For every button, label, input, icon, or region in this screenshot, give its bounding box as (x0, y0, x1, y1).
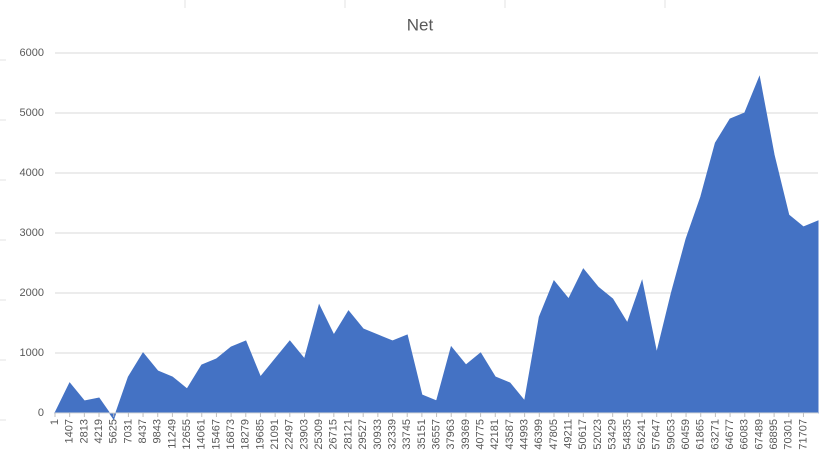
x-tick-label: 33745 (401, 419, 413, 450)
x-tick-label: 36557 (430, 419, 442, 450)
area (54, 75, 819, 421)
x-tick-label: 47805 (548, 419, 560, 450)
x-tick-label: 35151 (416, 419, 428, 450)
x-tick-label: 68895 (768, 419, 780, 450)
x-tick-label: 40775 (475, 419, 487, 450)
x-tick-label: 39369 (460, 419, 472, 450)
x-tick-label: 67489 (753, 419, 765, 450)
sheet-cells (0, 0, 666, 421)
x-tick-label: 59053 (665, 419, 677, 450)
x-tick-label: 22497 (284, 419, 296, 450)
x-tick-label: 29527 (357, 419, 369, 450)
x-tick-label: 63271 (709, 419, 721, 450)
x-tick-label: 18279 (240, 419, 252, 450)
x-tick-label: 11249 (166, 419, 178, 449)
x-tick-label: 19685 (254, 419, 266, 450)
x-tick-label: 1407 (64, 419, 76, 443)
x-tick-label: 7031 (122, 419, 134, 443)
x-tick-label: 43587 (504, 419, 516, 450)
x-tick-label: 66083 (739, 419, 751, 450)
x-tick-label: 2813 (78, 419, 90, 443)
x-tick-label: 56241 (636, 419, 648, 450)
x-tick-label: 57647 (651, 419, 663, 450)
y-tick-label: 4000 (20, 167, 44, 179)
x-tick-label: 23903 (298, 419, 310, 450)
x-tick-label: 46399 (533, 419, 545, 450)
x-tick-label: 61865 (695, 419, 707, 450)
x-tick-label: 54835 (621, 419, 633, 450)
x-tick-label: 37963 (445, 419, 457, 450)
chart-title: Net (407, 15, 434, 34)
x-tick-label: 12655 (181, 419, 193, 450)
x-tick-label: 53429 (607, 419, 619, 450)
x-tick-label: 60459 (680, 419, 692, 450)
x-tick-label: 9843 (152, 419, 164, 443)
x-tick-label: 49211 (563, 419, 575, 449)
x-tick-label: 42181 (489, 419, 501, 450)
x-tick-label: 14061 (196, 419, 208, 450)
y-tick-label: 2000 (20, 287, 44, 299)
x-tick-label: 52023 (592, 419, 604, 450)
x-tick-label: 64677 (724, 419, 736, 450)
x-tick-label: 50617 (577, 419, 589, 450)
x-tick-label: 15467 (210, 419, 222, 450)
x-tick-label: 44993 (519, 419, 531, 450)
y-tick-label: 0 (38, 407, 44, 419)
x-tick-label: 71707 (797, 419, 809, 450)
x-tick-label: 28121 (342, 419, 354, 450)
x-tick-label: 70301 (783, 419, 795, 450)
x-tick-label: 1 (49, 419, 61, 425)
x-tick-label: 30933 (372, 419, 384, 450)
y-tick-label: 6000 (20, 47, 44, 59)
x-tick-label: 26715 (328, 419, 340, 450)
y-tick-label: 3000 (20, 227, 44, 239)
x-tick-label: 8437 (137, 419, 149, 443)
y-tick-label: 1000 (20, 347, 44, 359)
x-tick-label: 16873 (225, 419, 237, 450)
x-tick-label: 25309 (313, 419, 325, 450)
x-tick-label: 32339 (386, 419, 398, 450)
x-tick-label: 21091 (269, 419, 281, 450)
x-tick-label: 4219 (93, 419, 105, 443)
x-tick-label: 5625 (108, 419, 120, 443)
y-tick-label: 5000 (20, 107, 44, 119)
